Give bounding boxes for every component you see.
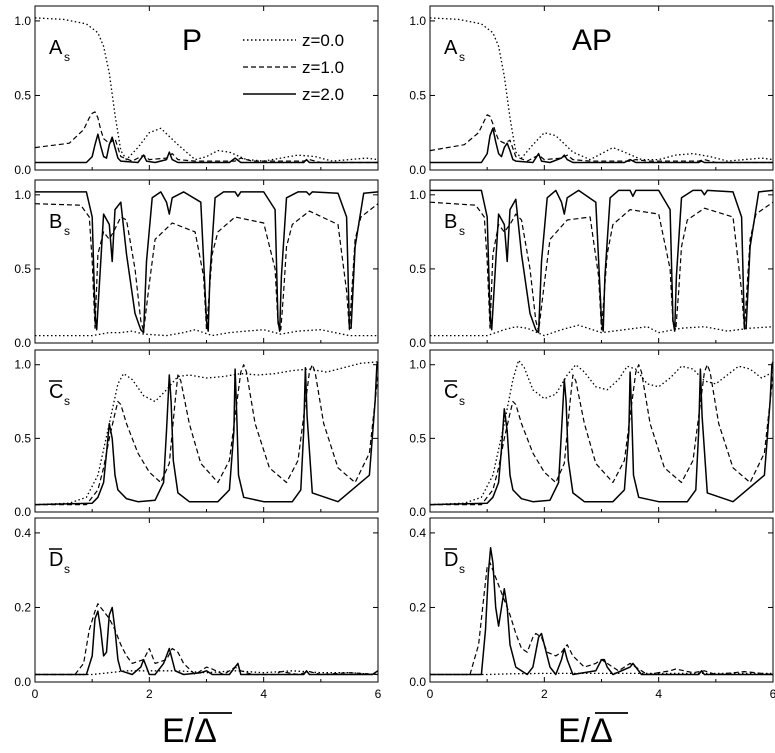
column-title-ap: AP bbox=[572, 24, 612, 57]
panel-label-subscript: s bbox=[459, 562, 465, 576]
panels: 0.0 0.5 1.0 A s 0.0 0.5 1.0 A s 0.0 0.5 1.0 B s 0.0 0.5 1… bbox=[14, 5, 775, 701]
x-tick-label: 6 bbox=[770, 687, 775, 701]
series-line-z-0-0 bbox=[34, 361, 379, 506]
y-tick-label: 0.5 bbox=[409, 262, 426, 276]
series-line-z-0-0 bbox=[429, 359, 774, 506]
y-tick-label: 0.0 bbox=[409, 163, 426, 177]
panel-c-p: 0.0 0.5 1.0 C s bbox=[14, 349, 379, 519]
legend: z=0.0 z=1.0 z=2.0 bbox=[243, 31, 344, 104]
panel-label: D bbox=[49, 549, 63, 571]
x-tick-label: 2 bbox=[541, 687, 548, 701]
series-line-z-1-0 bbox=[430, 364, 774, 506]
series-line-z-1-0 bbox=[429, 114, 773, 164]
series-line-z-1-0 bbox=[430, 562, 774, 676]
y-tick-label: 1.0 bbox=[409, 14, 426, 28]
y-tick-label: 1.0 bbox=[409, 358, 426, 372]
y-tick-label: 0.4 bbox=[409, 526, 426, 540]
panel-label-subscript: s bbox=[64, 50, 70, 64]
panel-d-p: 0.0 0.2 0.4 0 2 4 6 D s bbox=[14, 517, 382, 701]
x-axis-label-right: E/Δ bbox=[558, 712, 613, 750]
series-line-z-0-0 bbox=[429, 17, 774, 162]
y-tick-label: 0.0 bbox=[14, 505, 31, 519]
series-line-z-2-0 bbox=[34, 361, 379, 506]
x-axis-label-left: E/Δ bbox=[162, 712, 217, 750]
x-tick-label: 4 bbox=[655, 687, 662, 701]
panel-label-subscript: s bbox=[459, 50, 465, 64]
y-tick-label: 0.0 bbox=[409, 336, 426, 350]
panel-frame bbox=[34, 517, 379, 683]
panel-label: B bbox=[444, 211, 457, 233]
series-line-z-2-0 bbox=[35, 133, 378, 164]
series-line-z-2-0 bbox=[429, 361, 774, 506]
panel-label: C bbox=[49, 381, 63, 403]
x-tick-label: 6 bbox=[375, 687, 382, 701]
x-tick-label: 0 bbox=[427, 687, 434, 701]
y-tick-label: 0.0 bbox=[409, 675, 426, 689]
series-line-z-2-0 bbox=[35, 606, 379, 676]
x-tick-label: 4 bbox=[260, 687, 267, 701]
series-line-z-2-0 bbox=[430, 547, 773, 676]
panel-c-ap: 0.0 0.5 1.0 C s bbox=[409, 349, 774, 519]
series-line-z-2-0 bbox=[35, 191, 379, 334]
y-tick-label: 0.0 bbox=[409, 505, 426, 519]
panel-d-ap: 0.0 0.2 0.4 0 2 4 6 D s bbox=[409, 517, 775, 701]
panel-label: A bbox=[49, 37, 63, 59]
y-tick-label: 1.0 bbox=[14, 188, 31, 202]
panel-label-subscript: s bbox=[459, 394, 465, 408]
y-tick-label: 0.5 bbox=[14, 88, 31, 102]
panel-label: D bbox=[444, 549, 458, 571]
panel-label-subscript: s bbox=[459, 224, 465, 238]
x-tick-label: 2 bbox=[146, 687, 153, 701]
series-line-z-0-0 bbox=[430, 672, 773, 676]
panel-label: B bbox=[49, 211, 62, 233]
legend-label-z2: z=2.0 bbox=[302, 85, 344, 104]
panel-label-subscript: s bbox=[64, 224, 70, 238]
series-line-z-0-0 bbox=[34, 17, 379, 162]
y-tick-label: 0.5 bbox=[14, 262, 31, 276]
panel-a-ap: 0.0 0.5 1.0 A s bbox=[409, 5, 774, 177]
panel-a-p: 0.0 0.5 1.0 A s bbox=[14, 5, 379, 177]
series-line-z-0-0 bbox=[35, 329, 378, 337]
x-tick-label: 0 bbox=[32, 687, 39, 701]
series-line-z-2-0 bbox=[430, 127, 773, 164]
y-tick-label: 0.2 bbox=[409, 600, 426, 614]
y-tick-label: 0.0 bbox=[14, 336, 31, 350]
y-tick-label: 0.5 bbox=[14, 431, 31, 445]
panel-label: C bbox=[444, 381, 458, 403]
panel-label-subscript: s bbox=[64, 562, 70, 576]
panel-frame bbox=[429, 517, 774, 683]
panel-b-p: 0.0 0.5 1.0 B s bbox=[14, 179, 379, 350]
series-line-z-1-0 bbox=[429, 201, 774, 332]
y-tick-label: 0.0 bbox=[14, 675, 31, 689]
y-tick-label: 0.0 bbox=[14, 163, 31, 177]
y-tick-label: 0.2 bbox=[14, 600, 31, 614]
series-line-z-1-0 bbox=[35, 603, 379, 676]
panel-label: A bbox=[444, 37, 458, 59]
y-tick-label: 0.5 bbox=[409, 88, 426, 102]
legend-label-z1: z=1.0 bbox=[302, 58, 344, 77]
y-tick-label: 1.0 bbox=[14, 358, 31, 372]
series-line-z-2-0 bbox=[430, 189, 774, 334]
y-tick-label: 1.0 bbox=[14, 14, 31, 28]
panel-b-ap: 0.0 0.5 1.0 B s bbox=[409, 179, 774, 350]
series-line-z-0-0 bbox=[430, 324, 774, 337]
panel-label-subscript: s bbox=[64, 394, 70, 408]
y-tick-label: 1.0 bbox=[409, 188, 426, 202]
column-title-p: P bbox=[182, 24, 202, 57]
legend-label-z0: z=0.0 bbox=[302, 31, 344, 50]
y-tick-label: 0.4 bbox=[14, 526, 31, 540]
y-tick-label: 0.5 bbox=[409, 431, 426, 445]
series-line-z-1-0 bbox=[35, 364, 379, 506]
series-line-z-1-0 bbox=[34, 111, 378, 164]
